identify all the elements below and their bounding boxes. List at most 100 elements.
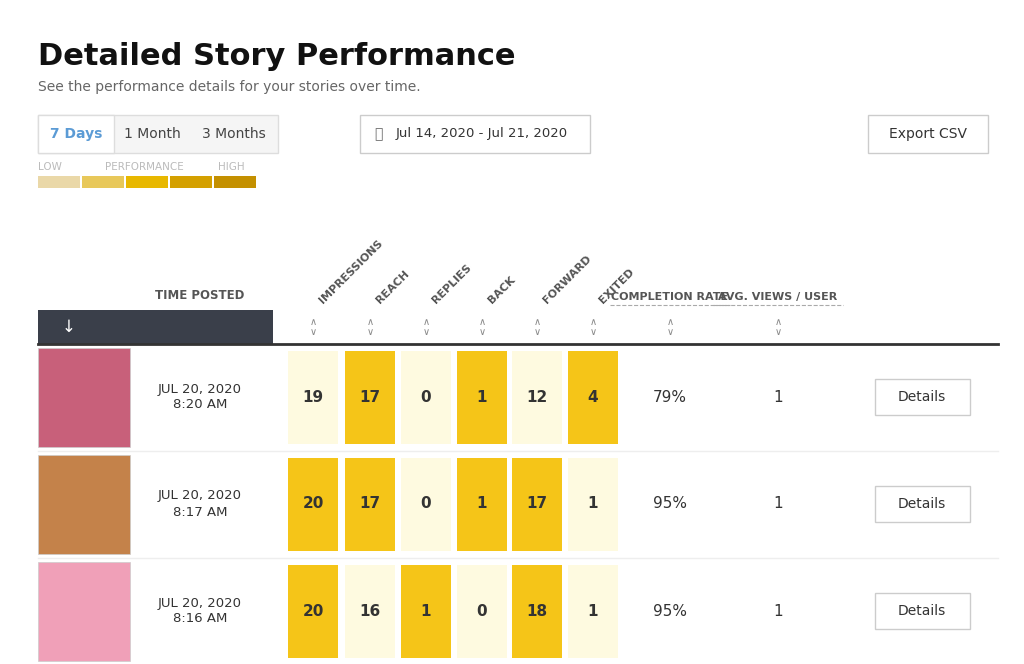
Text: ↓: ↓ xyxy=(62,318,76,336)
Bar xyxy=(38,176,80,188)
Bar xyxy=(214,176,256,188)
Text: EXITED: EXITED xyxy=(597,266,636,305)
Text: 3 Months: 3 Months xyxy=(202,127,266,141)
Text: 20: 20 xyxy=(302,497,324,511)
Text: 1: 1 xyxy=(477,497,487,511)
Text: 17: 17 xyxy=(359,390,381,404)
Text: AVG. VIEWS / USER: AVG. VIEWS / USER xyxy=(719,292,838,302)
Text: 17: 17 xyxy=(526,497,548,511)
Text: 1: 1 xyxy=(773,604,782,618)
Text: 4: 4 xyxy=(588,390,598,404)
Text: 16: 16 xyxy=(359,604,381,618)
Text: ∨: ∨ xyxy=(534,327,541,337)
Bar xyxy=(457,351,507,444)
Bar xyxy=(126,176,168,188)
Bar xyxy=(568,565,618,658)
Text: 79%: 79% xyxy=(653,390,687,404)
Bar xyxy=(288,351,338,444)
Text: COMPLETION RATE: COMPLETION RATE xyxy=(611,292,728,302)
Text: FORWARD: FORWARD xyxy=(541,253,593,305)
Text: 20: 20 xyxy=(302,604,324,618)
Text: PERFORMANCE: PERFORMANCE xyxy=(105,162,183,172)
Text: ∨: ∨ xyxy=(667,327,674,337)
Text: 18: 18 xyxy=(526,604,548,618)
Text: ∧: ∧ xyxy=(534,317,541,327)
Bar xyxy=(512,458,562,551)
Bar xyxy=(874,486,970,522)
Text: Detailed Story Performance: Detailed Story Performance xyxy=(38,42,515,71)
Bar xyxy=(457,565,507,658)
Bar xyxy=(457,458,507,551)
Bar xyxy=(568,458,618,551)
Text: 8:16 AM: 8:16 AM xyxy=(173,612,227,625)
Text: Details: Details xyxy=(898,604,946,618)
Text: Details: Details xyxy=(898,497,946,511)
Text: See the performance details for your stories over time.: See the performance details for your sto… xyxy=(38,80,421,94)
Text: ∨: ∨ xyxy=(478,327,485,337)
Bar xyxy=(874,379,970,415)
Bar xyxy=(82,176,124,188)
Bar xyxy=(345,458,395,551)
Text: 1: 1 xyxy=(588,497,598,511)
Text: 0: 0 xyxy=(421,390,431,404)
Bar xyxy=(568,351,618,444)
Text: Details: Details xyxy=(898,390,946,404)
Bar xyxy=(38,562,130,661)
Text: 1: 1 xyxy=(477,390,487,404)
Bar xyxy=(38,455,130,554)
Text: ∨: ∨ xyxy=(590,327,597,337)
Text: ∧: ∧ xyxy=(309,317,316,327)
Text: JUL 20, 2020: JUL 20, 2020 xyxy=(158,596,242,610)
Text: LOW: LOW xyxy=(38,162,61,172)
Text: 95%: 95% xyxy=(653,604,687,618)
Bar xyxy=(38,310,273,344)
Text: TIME POSTED: TIME POSTED xyxy=(156,289,245,302)
Bar xyxy=(288,565,338,658)
Text: 1: 1 xyxy=(588,604,598,618)
Bar xyxy=(868,115,988,153)
Text: 19: 19 xyxy=(302,390,324,404)
Text: JUL 20, 2020: JUL 20, 2020 xyxy=(158,489,242,503)
Text: ∧: ∧ xyxy=(667,317,674,327)
Bar xyxy=(512,565,562,658)
Text: ∧: ∧ xyxy=(423,317,429,327)
Text: ∨: ∨ xyxy=(423,327,429,337)
Bar xyxy=(38,115,278,153)
Text: JUL 20, 2020: JUL 20, 2020 xyxy=(158,382,242,396)
Text: 7 Days: 7 Days xyxy=(50,127,102,141)
Text: 1 Month: 1 Month xyxy=(124,127,180,141)
Bar xyxy=(401,458,451,551)
Bar xyxy=(401,351,451,444)
Text: 0: 0 xyxy=(477,604,487,618)
Text: BACK: BACK xyxy=(486,274,517,305)
Bar xyxy=(38,115,114,153)
Text: ∧: ∧ xyxy=(590,317,597,327)
Bar xyxy=(288,458,338,551)
Text: Jul 14, 2020 - Jul 21, 2020: Jul 14, 2020 - Jul 21, 2020 xyxy=(396,127,568,141)
Text: 12: 12 xyxy=(526,390,548,404)
Text: ∧: ∧ xyxy=(478,317,485,327)
Bar xyxy=(345,351,395,444)
Bar xyxy=(345,565,395,658)
Text: 🗓: 🗓 xyxy=(374,127,382,141)
Text: ∧: ∧ xyxy=(367,317,374,327)
Bar xyxy=(170,176,212,188)
Text: 1: 1 xyxy=(773,390,782,404)
Bar xyxy=(401,565,451,658)
Text: 1: 1 xyxy=(773,497,782,511)
Bar xyxy=(38,348,130,447)
Text: ∨: ∨ xyxy=(367,327,374,337)
Bar xyxy=(360,115,590,153)
Text: 17: 17 xyxy=(359,497,381,511)
Text: ∨: ∨ xyxy=(309,327,316,337)
Text: ∧: ∧ xyxy=(774,317,781,327)
Text: 8:17 AM: 8:17 AM xyxy=(173,505,227,519)
Text: HIGH: HIGH xyxy=(218,162,245,172)
Bar xyxy=(512,351,562,444)
Text: 1: 1 xyxy=(421,604,431,618)
Text: REPLIES: REPLIES xyxy=(430,262,473,305)
Bar xyxy=(874,593,970,629)
Text: ∨: ∨ xyxy=(774,327,781,337)
Text: REACH: REACH xyxy=(374,268,411,305)
Text: 8:20 AM: 8:20 AM xyxy=(173,398,227,412)
